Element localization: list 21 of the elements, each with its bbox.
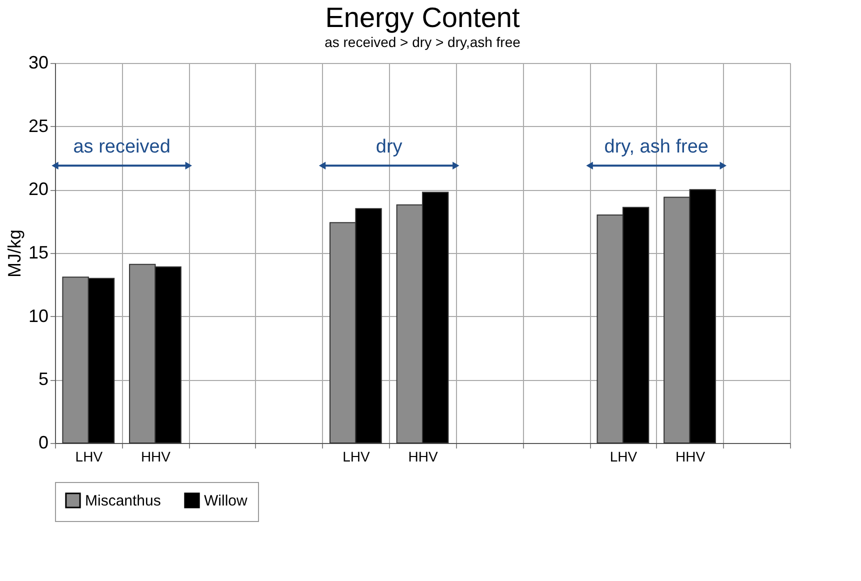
y-tick-label: 5 bbox=[38, 369, 48, 390]
y-tick-label: 30 bbox=[28, 52, 48, 72]
annotation: dry bbox=[376, 136, 403, 158]
x-tick-label: HHV bbox=[140, 448, 172, 464]
annotation: dry, ash free bbox=[604, 136, 708, 158]
y-tick-label: 25 bbox=[28, 116, 48, 136]
y-tick-label: 0 bbox=[38, 432, 48, 452]
y-axis-title: MJ/kg bbox=[4, 229, 24, 278]
chart-title: Energy Content bbox=[325, 2, 520, 33]
legend-label: Willow bbox=[204, 492, 248, 510]
x-tick-label: LHV bbox=[610, 448, 638, 464]
x-tick-label: HHV bbox=[675, 448, 706, 464]
x-tick-label: LHV bbox=[342, 448, 370, 464]
annotation: as received bbox=[73, 136, 170, 158]
y-tick-label: 10 bbox=[28, 306, 48, 326]
y-tick-label: 20 bbox=[28, 179, 48, 200]
x-tick-label: HHV bbox=[408, 448, 438, 464]
y-tick-label: 15 bbox=[28, 242, 48, 262]
x-tick-label: LHV bbox=[75, 448, 104, 464]
chart-subtitle: as received > dry > dry,ash free bbox=[324, 34, 521, 50]
legend-label: Miscanthus bbox=[85, 492, 161, 510]
